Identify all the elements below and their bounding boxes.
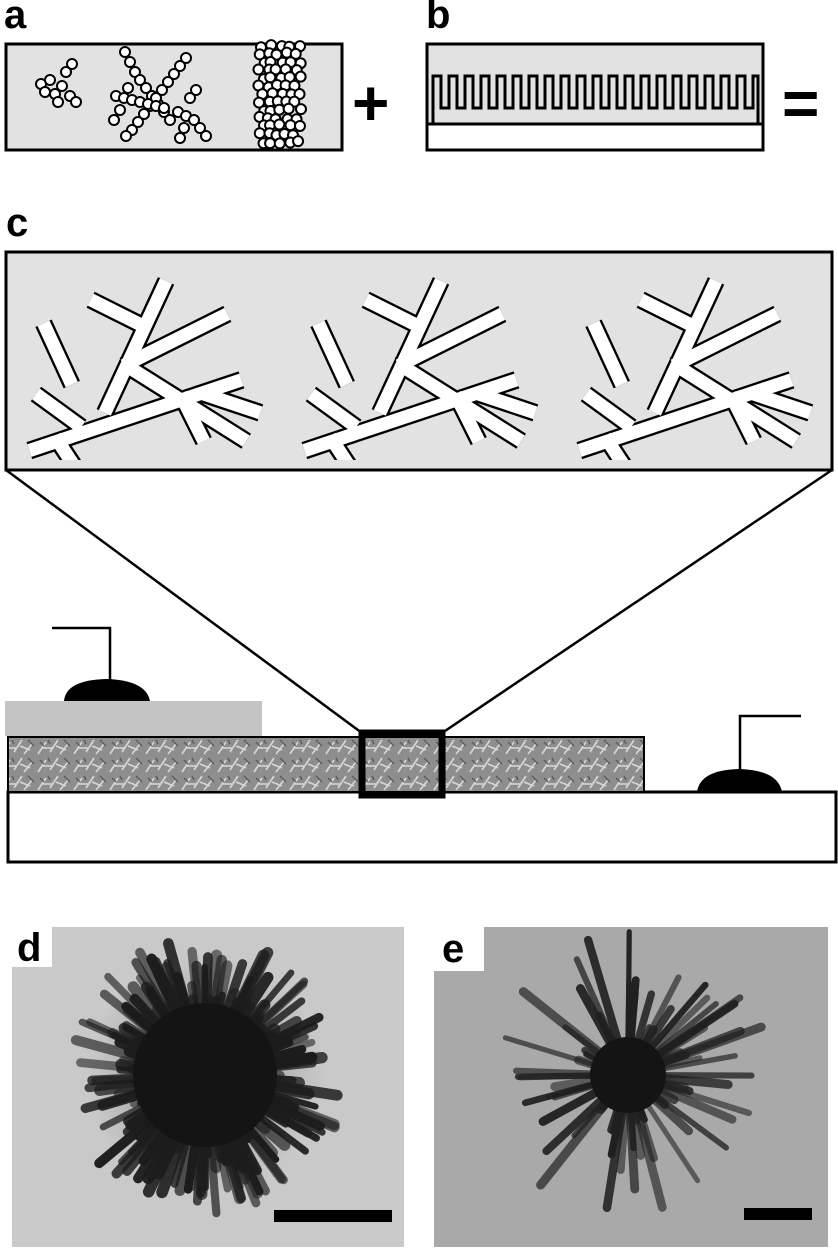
particle — [70, 96, 82, 108]
panel-e-label-box — [434, 927, 484, 971]
particle — [56, 80, 68, 92]
particle — [39, 86, 51, 98]
panel-d-label-box — [12, 927, 52, 967]
particle — [162, 76, 174, 88]
particle-cluster-branched — [108, 46, 212, 144]
nanostructured-film — [7, 736, 645, 793]
particle — [66, 58, 78, 70]
particle — [158, 102, 170, 114]
particle — [289, 47, 302, 60]
scale-bar-e — [744, 1208, 812, 1220]
electrode-strip — [5, 701, 262, 736]
panel-b-substrate — [425, 122, 765, 152]
plus-sign: + — [352, 67, 389, 139]
particle — [164, 114, 176, 126]
particle — [134, 74, 146, 86]
particle-cluster-small — [35, 58, 82, 108]
particle — [174, 132, 186, 144]
particle — [156, 84, 168, 96]
particle — [178, 122, 190, 134]
substrate — [6, 790, 838, 864]
particle — [114, 104, 126, 116]
particle — [120, 130, 132, 142]
particle — [140, 82, 152, 94]
panel-a — [4, 39, 344, 152]
core — [590, 1037, 666, 1113]
particle — [174, 60, 186, 72]
particle — [282, 102, 295, 115]
particle — [294, 70, 307, 83]
magnification-box — [358, 729, 446, 799]
comb-electrode — [431, 74, 760, 124]
zoom-line-left — [5, 468, 363, 735]
particle — [294, 103, 307, 116]
particle — [264, 137, 277, 150]
panel-d-tem-image: d — [12, 926, 404, 1247]
particle — [122, 82, 134, 94]
particle — [132, 116, 144, 128]
nanostructure-d — [70, 938, 343, 1218]
panel-b — [425, 42, 765, 152]
panel-label-c: c — [6, 201, 28, 245]
panel-label-d: d — [17, 926, 41, 970]
particle — [252, 63, 265, 76]
equals-sign: = — [782, 67, 819, 139]
nanostructure-e — [502, 929, 766, 1213]
panel-c — [4, 250, 838, 864]
particle-cluster-dense — [252, 39, 307, 150]
panel-label-b: b — [426, 0, 450, 37]
particle — [108, 114, 120, 126]
particle — [119, 46, 131, 58]
probe-left — [52, 626, 150, 701]
panel-label-e: e — [442, 927, 464, 971]
particle — [292, 135, 305, 148]
panel-label-a: a — [4, 0, 27, 37]
particle — [200, 130, 212, 142]
particle — [138, 108, 150, 120]
particle — [293, 119, 306, 132]
particle — [253, 127, 266, 140]
particle — [168, 68, 180, 80]
particle — [184, 92, 196, 104]
particle — [273, 137, 286, 150]
particle — [180, 52, 192, 64]
panel-e-tem-image: e — [434, 927, 828, 1247]
particle — [190, 84, 202, 96]
particle — [188, 114, 200, 126]
particle — [273, 118, 286, 131]
particle — [124, 56, 136, 68]
zoom-line-right — [441, 468, 833, 735]
probe-right — [697, 714, 801, 792]
particle — [60, 66, 72, 78]
particle — [52, 96, 64, 108]
core — [133, 1003, 277, 1147]
scale-bar-d — [274, 1210, 392, 1222]
particle — [194, 122, 206, 134]
particle — [44, 74, 56, 86]
